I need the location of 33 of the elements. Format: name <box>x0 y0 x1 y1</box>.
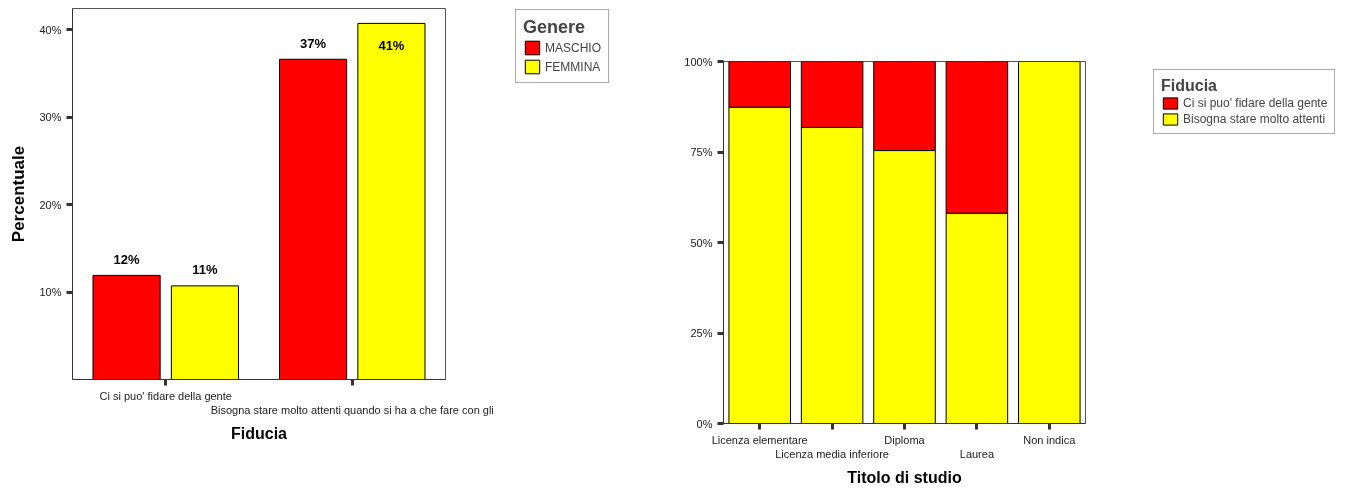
data-label: 12% <box>113 251 141 267</box>
y-tick-label: 100% <box>684 55 713 68</box>
legend-label: FEMMINA <box>545 58 601 75</box>
legend-title: Fiducia <box>1161 77 1218 95</box>
bar <box>170 285 239 380</box>
bar <box>279 58 348 380</box>
legend-label: Bisogna stare molto attenti <box>1183 112 1326 126</box>
y-tick-label: 0% <box>696 417 713 430</box>
x-axis-title: Fiducia <box>231 424 288 442</box>
y-tick-label: 20% <box>39 198 62 211</box>
legend-title: Genere <box>523 17 587 38</box>
y-tick-label: 10% <box>39 286 62 298</box>
y-tick-label: 50% <box>690 236 713 249</box>
x-tick-label: Non indica <box>1023 433 1077 446</box>
x-tick-label: Bisogna stare molto attenti quando si ha a che fare con gli <box>210 403 494 416</box>
y-tick-label: 40% <box>39 23 62 36</box>
bar <box>1018 61 1081 424</box>
y-axis-title: Percentuale <box>9 145 29 243</box>
x-tick-label: Laurea <box>959 447 995 460</box>
data-label: 41% <box>378 37 405 53</box>
x-axis-title: Titolo di studio <box>847 468 962 486</box>
x-tick-label: Licenza media inferiore <box>775 447 889 460</box>
y-tick-label: 25% <box>690 327 713 339</box>
bar <box>92 274 161 380</box>
data-label: 37% <box>300 35 327 51</box>
x-tick-label: Licenza elementare <box>711 433 808 446</box>
x-tick-label: Diploma <box>884 433 926 446</box>
data-label: 11% <box>192 262 219 278</box>
y-tick-label: 30% <box>39 111 62 123</box>
bar <box>357 22 426 380</box>
legend-label: Ci si puo' fidare della gente <box>1183 96 1328 110</box>
y-tick-label: 75% <box>690 146 713 158</box>
legend-label: MASCHIO <box>545 39 602 56</box>
